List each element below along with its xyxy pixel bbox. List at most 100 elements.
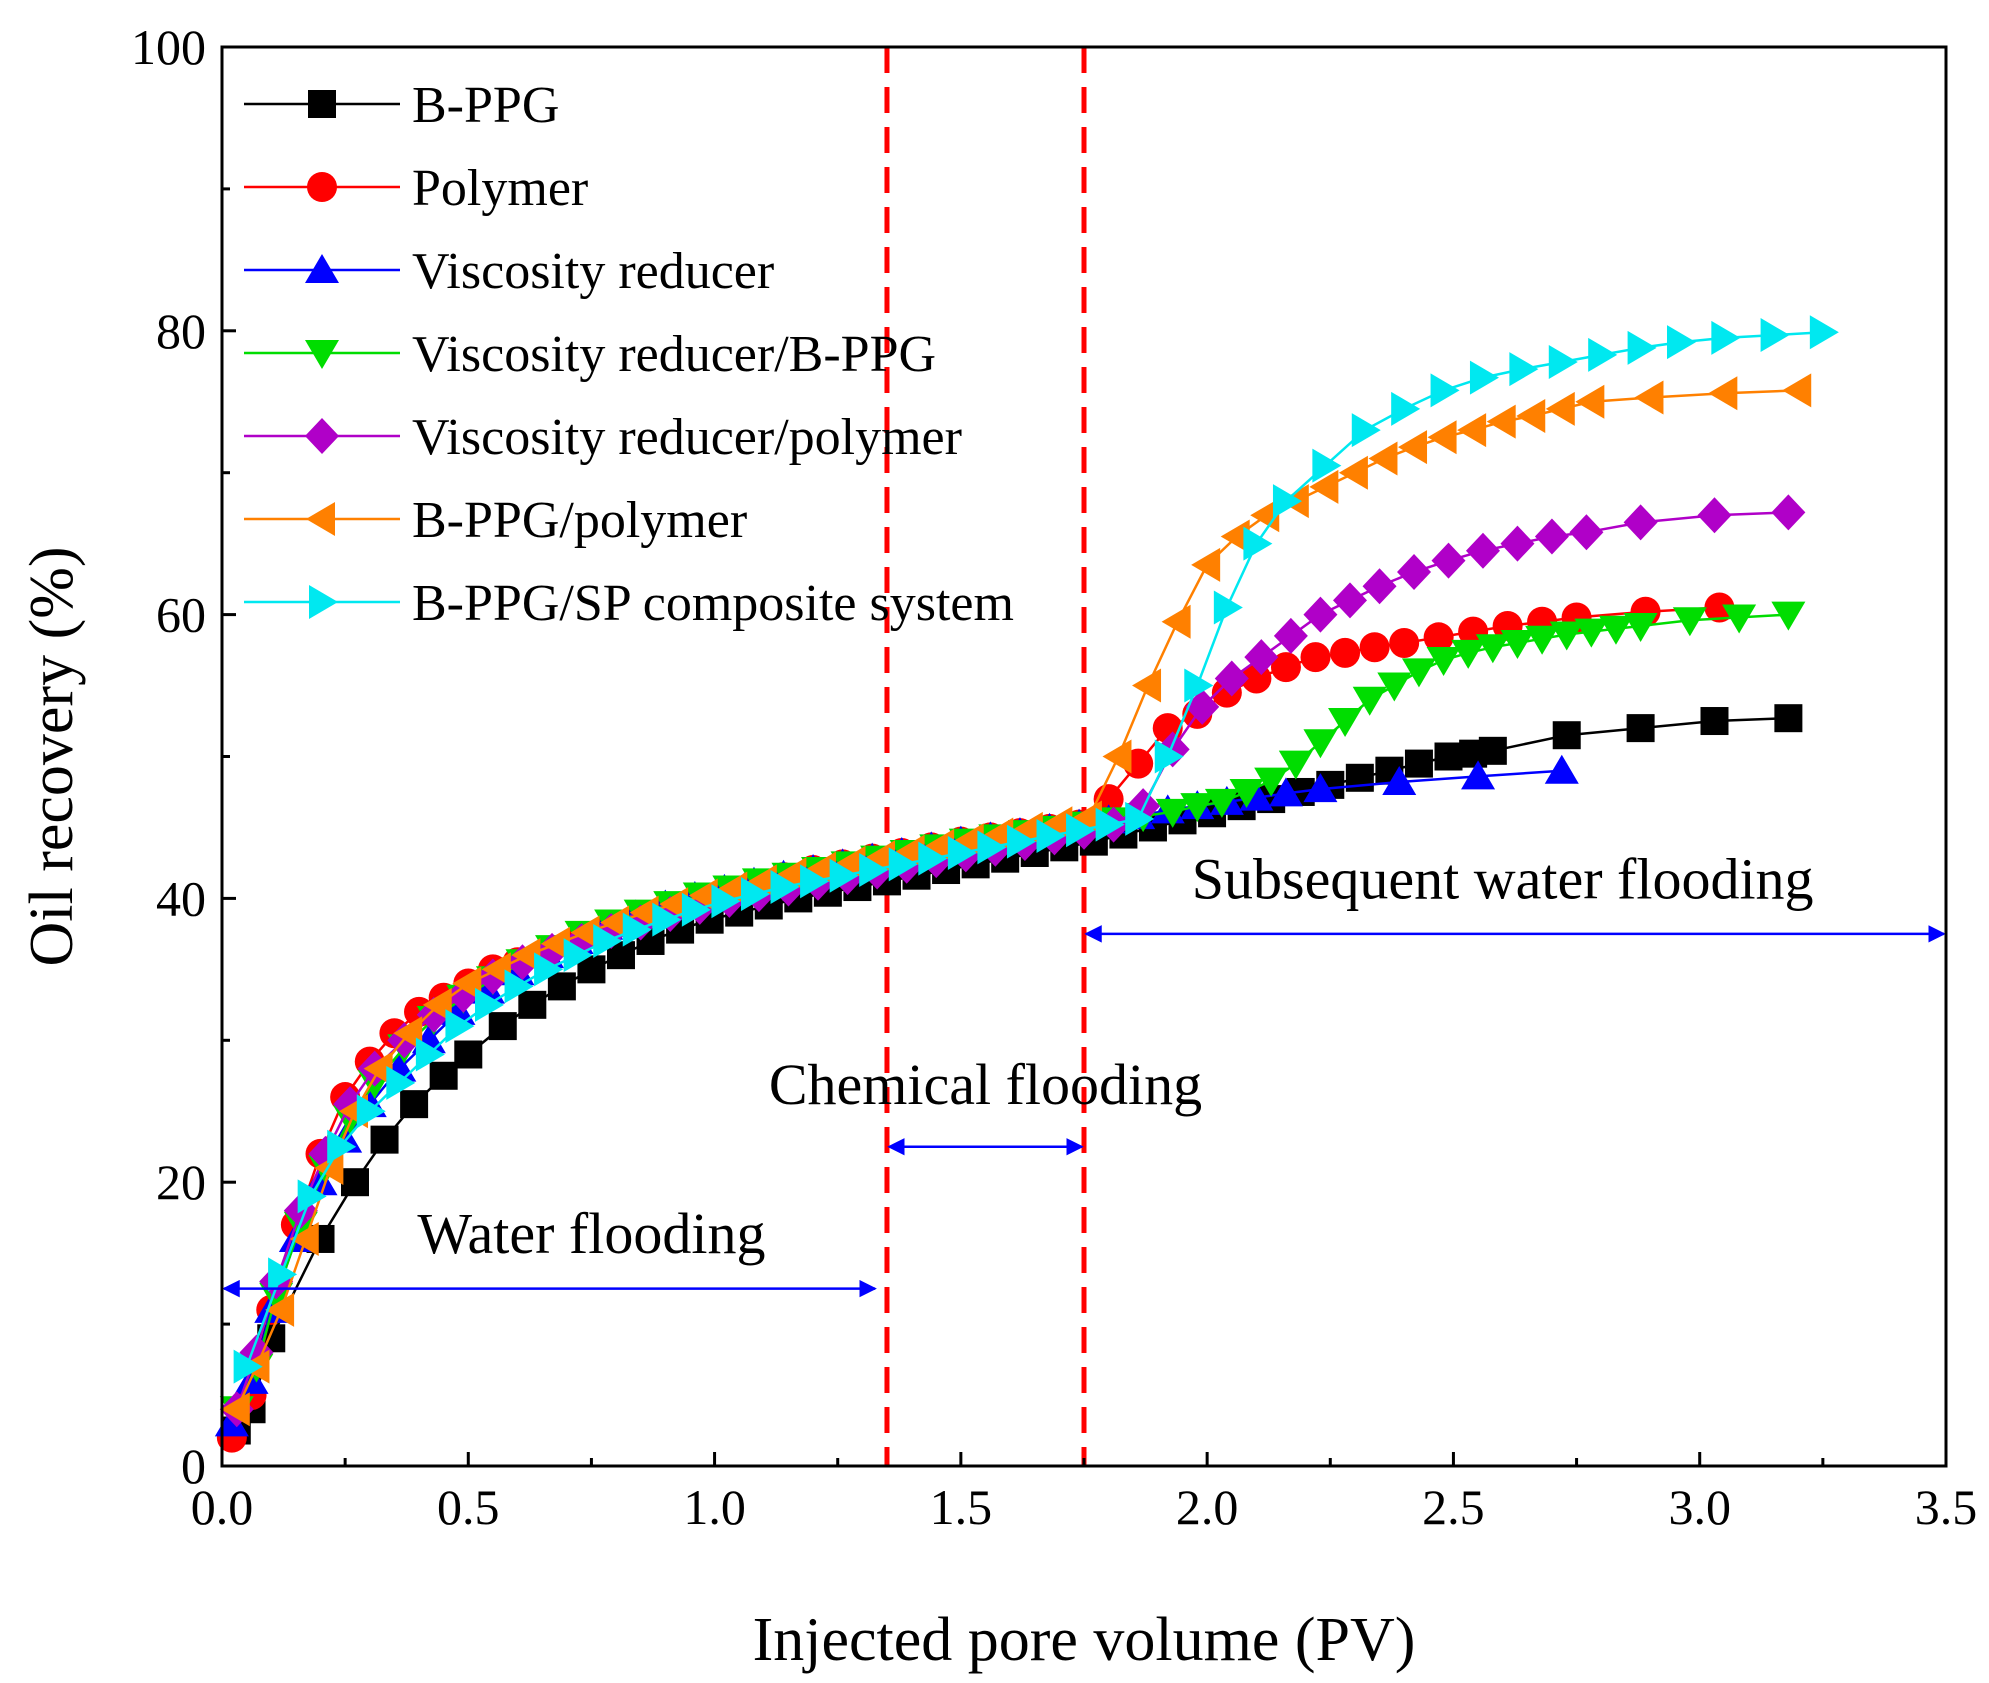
data-point: [1273, 617, 1308, 654]
data-point: [1430, 373, 1460, 408]
data-point: [1397, 554, 1432, 591]
y-tick-label: 20: [156, 1154, 206, 1210]
data-point: [806, 851, 836, 886]
data-point: [1457, 413, 1487, 448]
data-point: [1132, 668, 1162, 703]
data-point: [977, 830, 1007, 865]
data-point: [1431, 542, 1466, 579]
data-point: [1545, 391, 1575, 426]
data-point: [888, 847, 918, 882]
annotation-label-3: Subsequent water flooding: [1192, 846, 1814, 911]
legend-marker: [305, 340, 339, 369]
data-point: [1102, 739, 1132, 774]
data-point: [1362, 568, 1397, 605]
legend-label: Viscosity reducer/polymer: [412, 409, 962, 466]
data-point: [1771, 601, 1806, 631]
data-point: [1013, 811, 1043, 846]
data-point: [1516, 398, 1546, 433]
series-layer: [214, 315, 1839, 1453]
axes-layer: 0.0 0.5 1.0 1.5 2.0 2.5 3.0 3.5 0 20 40 60 80 100 Inje…: [18, 19, 1977, 1674]
data-point: [518, 990, 547, 1019]
data-point: [1552, 721, 1581, 750]
x-tick-label: 3.5: [1915, 1479, 1978, 1535]
legend-item-6: B-PPG/polymer: [244, 492, 747, 549]
data-point: [1185, 688, 1220, 725]
data-point: [452, 966, 482, 1001]
x-axis-title: Injected pore volume (PV): [753, 1606, 1416, 1674]
data-point: [327, 1129, 357, 1164]
data-point: [445, 1009, 475, 1044]
data-point: [1154, 739, 1184, 774]
x-tick-label: 0.5: [437, 1479, 500, 1535]
data-point: [1180, 793, 1215, 823]
data-point: [1623, 612, 1658, 642]
data-point: [1213, 590, 1243, 625]
legend-marker: [305, 418, 339, 454]
series-7: [233, 315, 1839, 1384]
data-point: [1809, 315, 1839, 350]
annotation-label-1: Water flooding: [417, 1201, 765, 1266]
data-point: [1066, 813, 1096, 848]
data-point: [1377, 672, 1412, 702]
data-point: [1043, 806, 1073, 841]
legend-label: B-PPG/polymer: [412, 492, 747, 549]
data-point: [1268, 777, 1303, 807]
legend-marker: [308, 90, 336, 118]
data-point: [1254, 767, 1289, 797]
data-point: [1672, 607, 1707, 637]
data-point: [740, 877, 770, 912]
phase-boundary-layer: [884, 47, 1087, 1466]
data-point: [1423, 622, 1454, 653]
data-point: [859, 853, 889, 888]
legend-label: B-PPG/SP composite system: [412, 575, 1014, 632]
data-point: [297, 1179, 327, 1214]
data-point: [918, 841, 948, 876]
data-point: [570, 915, 600, 950]
data-point: [1598, 615, 1633, 645]
data-point: [770, 870, 800, 905]
data-point: [1500, 525, 1535, 562]
data-point: [1427, 420, 1457, 455]
data-point: [386, 1065, 416, 1100]
x-tick-label: 3.0: [1668, 1479, 1731, 1535]
data-point: [659, 887, 689, 922]
data-point: [1544, 754, 1579, 784]
data-point: [1309, 469, 1339, 504]
data-point: [1303, 729, 1338, 759]
data-point: [370, 1125, 399, 1154]
data-point: [474, 987, 504, 1022]
data-point: [1006, 824, 1036, 859]
data-point: [925, 828, 955, 863]
data-point: [1204, 788, 1239, 818]
data-point: [1534, 518, 1569, 555]
data-point: [1125, 801, 1155, 836]
data-point: [629, 895, 659, 930]
data-point: [947, 835, 977, 870]
data-point: [563, 938, 593, 973]
data-point: [1774, 704, 1803, 733]
data-point: [265, 1292, 295, 1327]
data-point: [1312, 448, 1342, 483]
data-point: [1214, 660, 1249, 697]
legend-item-5: Viscosity reducer/polymer: [244, 409, 962, 466]
legend-item-1: B-PPG: [244, 77, 559, 134]
data-point: [1478, 736, 1507, 765]
data-point: [1627, 330, 1657, 365]
data-point: [1465, 532, 1500, 569]
x-tick-label: 2.5: [1422, 1479, 1485, 1535]
legend-item-7: B-PPG/SP composite system: [244, 575, 1014, 632]
data-point: [1401, 658, 1436, 688]
data-point: [1697, 497, 1732, 534]
series-1: [222, 704, 1803, 1445]
y-tick-label: 0: [181, 1438, 206, 1494]
data-point: [1711, 320, 1741, 355]
data-point: [1244, 639, 1279, 676]
data-point: [504, 969, 534, 1004]
data-point: [1708, 376, 1738, 411]
data-point: [1278, 750, 1313, 780]
data-point: [1771, 494, 1806, 531]
data-point: [1303, 773, 1338, 803]
data-point: [289, 1221, 319, 1256]
data-point: [1475, 634, 1510, 664]
